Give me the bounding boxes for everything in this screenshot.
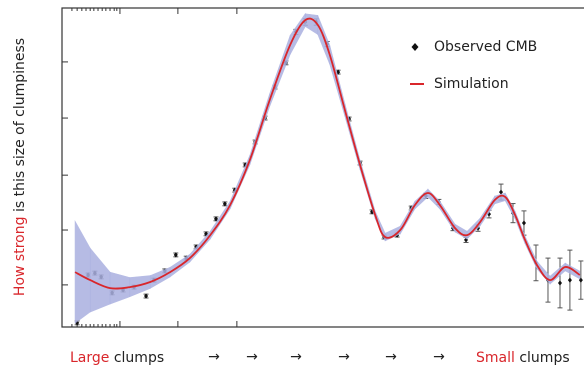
data-point [521,220,526,226]
x-label-arrow: → [290,349,302,365]
x-label-arrow: → [385,349,397,365]
x-label-left-rest: clumps [114,350,164,366]
x-label-right-highlight: Small [476,350,515,366]
x-label-left-highlight: Large [70,350,109,366]
uncertainty-band [414,188,429,210]
x-label-arrow: → [338,349,350,365]
uncertainty-band [427,188,441,210]
legend-marker [411,43,419,51]
x-label-arrow: → [208,349,220,365]
uncertainty-band [289,12,306,55]
uncertainty-band [564,262,581,280]
legend-label: Simulation [434,76,509,92]
uncertainty-band [304,13,319,36]
y-label-highlight: How strong [12,217,28,297]
uncertainty-band [89,247,111,313]
data-point [567,277,572,283]
uncertainty-band [454,223,468,240]
data-point [173,252,178,258]
legend-label: Observed CMB [434,39,537,55]
uncertainty-band [74,219,91,324]
data-point [144,293,149,299]
y-axis-label: How strong is this size of clumpiness [12,38,28,296]
plot-area [62,8,584,327]
x-label-right: Small clumps [476,350,570,366]
x-label-arrow: → [433,349,445,365]
x-label-right-rest: clumps [519,350,569,366]
x-label-arrow: → [246,349,258,365]
x-label-left: Large clumps [70,350,164,366]
data-point [499,189,504,195]
data-point [75,320,80,326]
plot-frame [61,7,584,328]
data-point [222,201,227,207]
data-point [557,280,562,286]
y-label-rest: is this size of clumpiness [12,38,28,212]
simulation-line [74,17,581,290]
data-point [213,216,218,222]
